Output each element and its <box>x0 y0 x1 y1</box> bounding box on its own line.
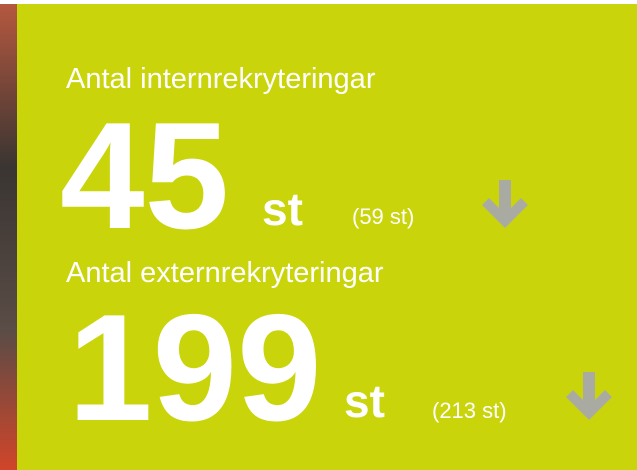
kpi-unit: st <box>262 183 303 235</box>
kpi-previous: (213 st) <box>432 398 507 423</box>
photo-edge <box>0 4 17 470</box>
kpi-previous: (59 st) <box>352 204 414 229</box>
kpi-unit: st <box>344 375 385 427</box>
kpi-value: 45 <box>60 91 229 261</box>
kpi-value: 199 <box>68 283 322 453</box>
kpi-panel: Antal internrekryteringar 45 st (59 st) … <box>0 0 637 470</box>
